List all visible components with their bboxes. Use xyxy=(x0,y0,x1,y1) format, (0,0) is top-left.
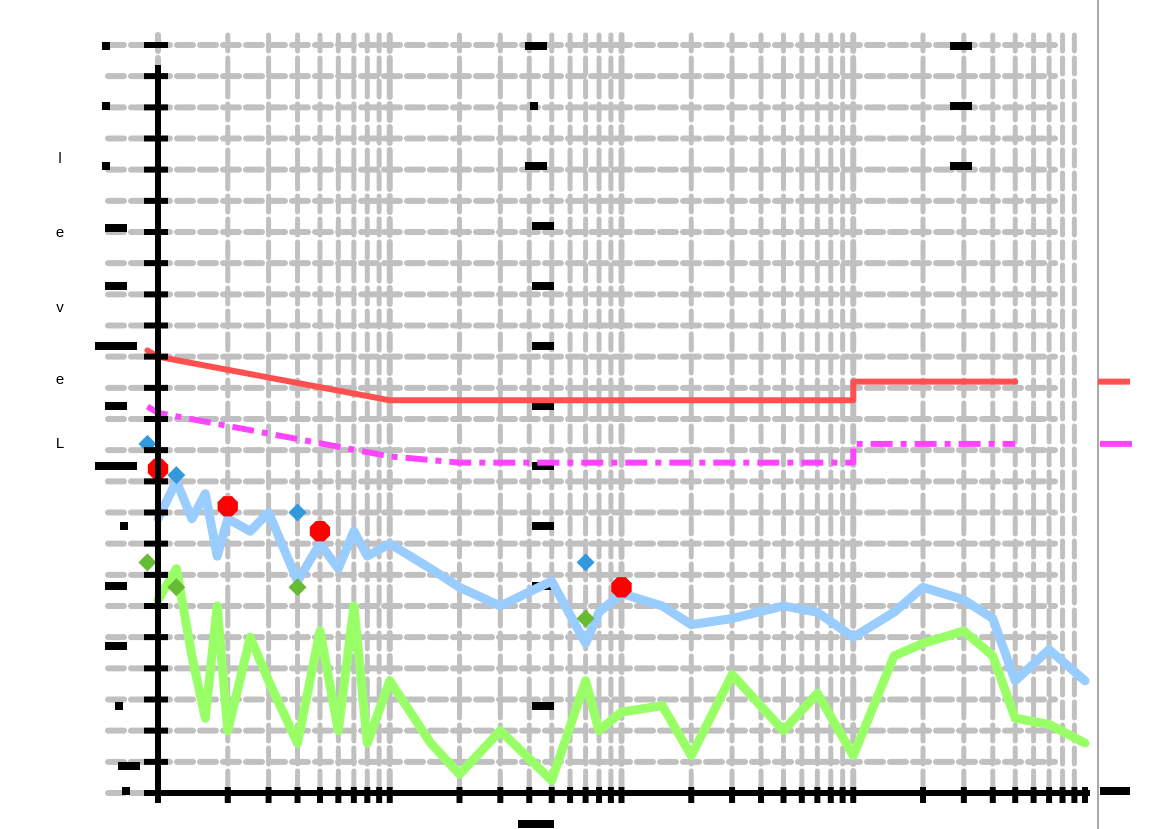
data-marker-red xyxy=(309,521,331,542)
tick-decoration xyxy=(105,642,127,650)
tick-decoration xyxy=(122,787,130,795)
tick-decoration xyxy=(105,582,127,590)
tick-decoration xyxy=(518,820,554,828)
data-marker-green xyxy=(138,553,157,572)
y-axis-label-letter: e xyxy=(56,371,64,388)
data-marker-blue xyxy=(576,553,595,572)
tick-decoration xyxy=(105,402,127,410)
tick-decoration xyxy=(102,42,110,50)
data-marker-green xyxy=(576,609,595,628)
y-axis-label-letter: e xyxy=(56,224,64,241)
tick-decoration xyxy=(525,42,547,50)
data-marker-blue xyxy=(288,503,307,522)
tick-decoration xyxy=(532,222,554,230)
y-axis-label-letter: l xyxy=(58,150,61,167)
tick-decoration xyxy=(530,102,538,110)
tick-decoration xyxy=(525,162,547,170)
data-marker-green xyxy=(288,578,307,597)
data-marker-blue xyxy=(167,466,186,485)
tick-decoration xyxy=(105,282,127,290)
tick-decorations xyxy=(95,42,1130,828)
tick-decoration xyxy=(532,702,554,710)
tick-decoration xyxy=(95,462,137,470)
tick-decoration xyxy=(1100,787,1130,795)
tick-decoration xyxy=(115,702,123,710)
series-line-3 xyxy=(153,476,1090,686)
tick-decoration xyxy=(532,402,554,410)
tick-decoration xyxy=(532,342,554,350)
axes xyxy=(144,42,1090,803)
tick-decoration xyxy=(532,462,554,470)
tick-decoration xyxy=(950,162,972,170)
grid xyxy=(105,32,1077,796)
data-marker-red xyxy=(611,577,632,598)
tick-decoration xyxy=(102,102,110,110)
y-axis-label-letter: L xyxy=(56,435,64,452)
y-axis-label-letter: v xyxy=(56,299,64,316)
tick-decoration xyxy=(950,42,972,50)
tick-decoration xyxy=(532,522,554,530)
y-axis-label: Le v e l xyxy=(56,150,64,452)
tick-decoration xyxy=(532,282,554,290)
data-marker-green xyxy=(167,578,186,597)
data-marker-red xyxy=(217,496,238,517)
tick-decoration xyxy=(95,342,137,350)
tick-decoration xyxy=(105,224,127,232)
tick-decoration xyxy=(118,762,140,770)
tick-decoration xyxy=(102,162,110,170)
tick-decoration xyxy=(120,522,128,530)
tick-decoration xyxy=(950,102,972,110)
series-line-4 xyxy=(153,564,1090,785)
